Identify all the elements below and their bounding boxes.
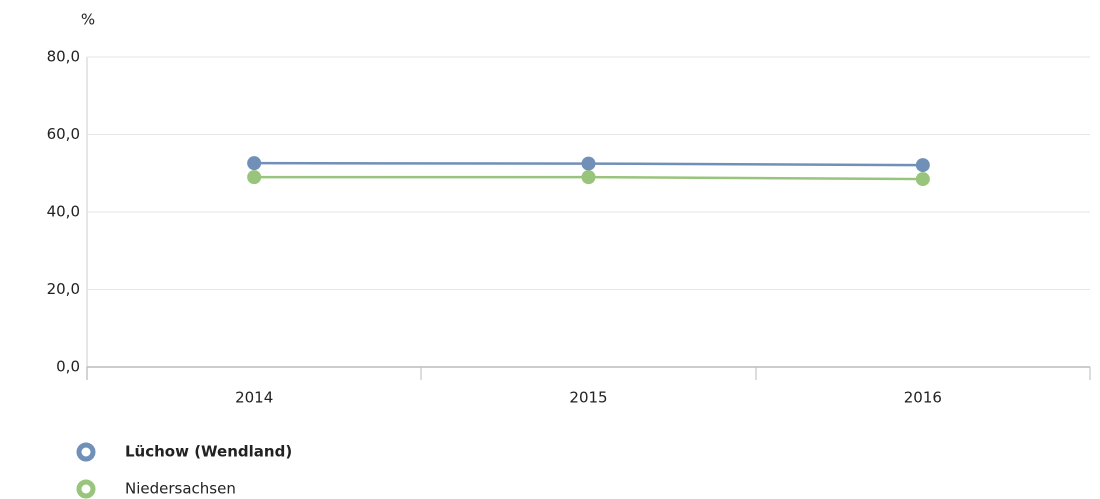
y-tick-label: 0,0 (56, 358, 80, 376)
x-tick-label: 2014 (235, 389, 273, 407)
y-tick-label: 80,0 (47, 48, 80, 66)
y-axis-label: % (81, 11, 95, 29)
x-tick-label: 2016 (904, 389, 942, 407)
legend-marker (76, 479, 96, 499)
y-tick-label: 20,0 (47, 280, 80, 298)
legend-marker (76, 442, 96, 462)
data-point (247, 170, 262, 185)
data-point (581, 156, 596, 171)
data-point (915, 158, 930, 173)
y-tick-label: 60,0 (47, 125, 80, 143)
legend-label: Lüchow (Wendland) (125, 443, 292, 461)
y-tick-label: 40,0 (47, 203, 80, 221)
data-point (247, 156, 262, 171)
legend-label: Niedersachsen (125, 480, 236, 498)
x-tick-label: 2015 (569, 389, 607, 407)
data-point (581, 170, 596, 185)
data-point (915, 172, 930, 187)
